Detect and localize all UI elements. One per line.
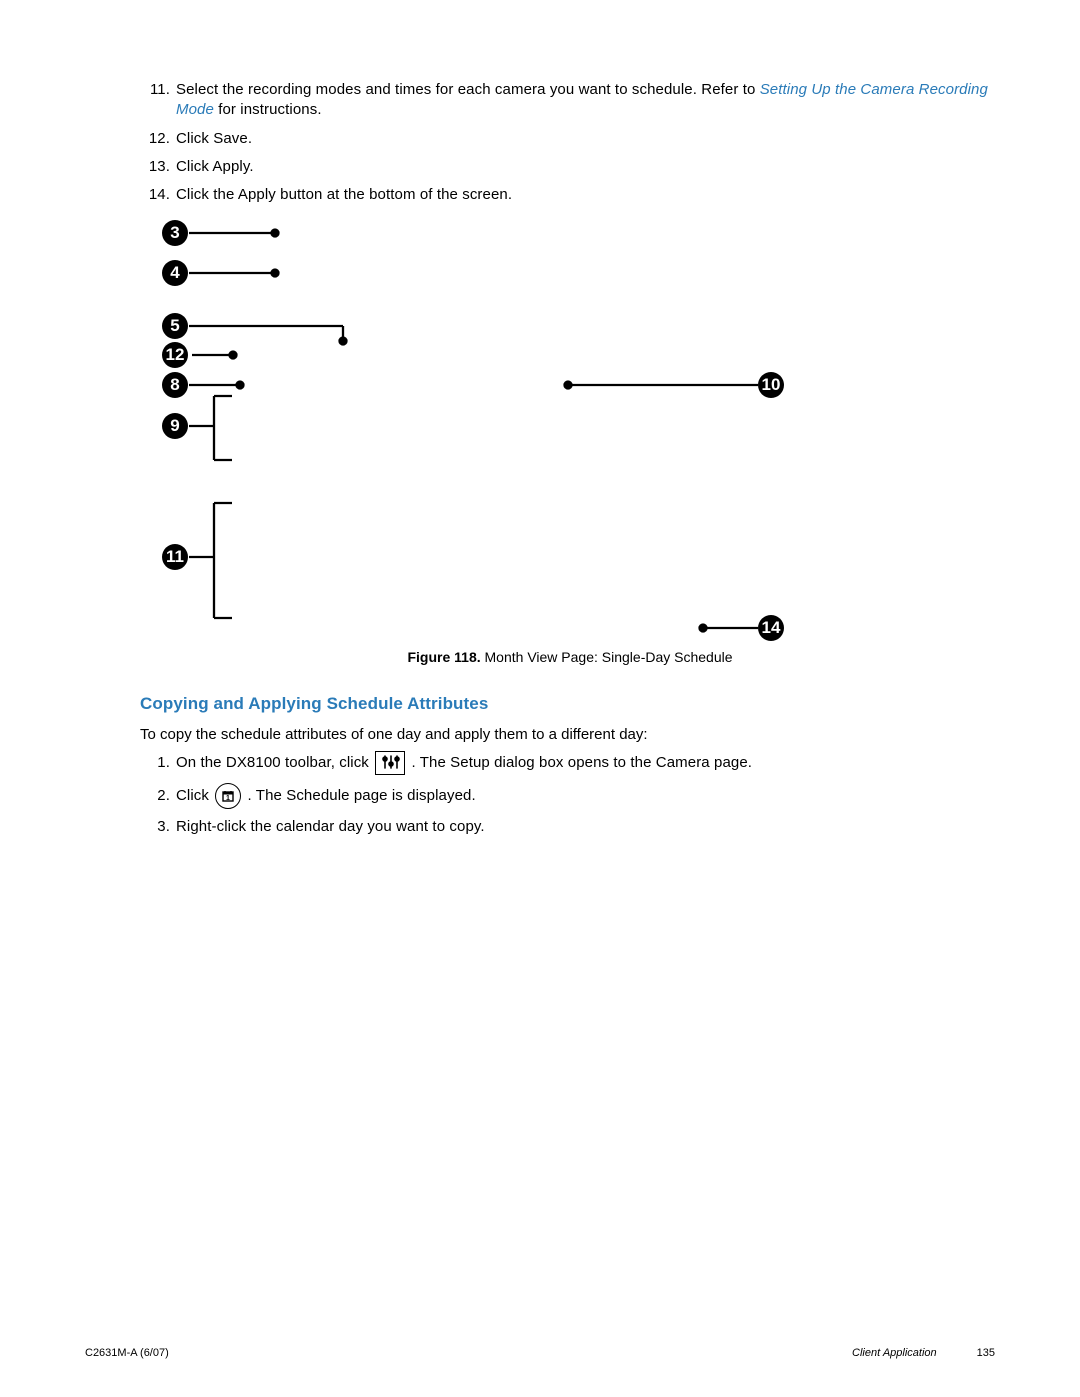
text-segment: On the DX8100 toolbar, click <box>176 754 373 771</box>
step-number: 3. <box>140 817 176 837</box>
figure-caption: Figure 118. Month View Page: Single-Day … <box>140 649 1000 665</box>
callout-14: 14 <box>758 615 784 641</box>
text-segment: Select the recording modes and times for… <box>176 81 760 98</box>
figure-label: Figure 118. <box>407 649 480 665</box>
footer-doc-id: C2631M-A (6/07) <box>85 1347 169 1359</box>
step-number: 14. <box>140 185 176 205</box>
step-text: On the DX8100 toolbar, click . The <box>176 751 1000 775</box>
callout-3: 3 <box>162 220 188 246</box>
tools-icon <box>375 751 405 775</box>
step-text: Right-click the calendar day you want to… <box>176 817 1000 837</box>
callout-lines-svg <box>140 210 1000 640</box>
text-segment: for instructions. <box>214 101 322 118</box>
figure-title: Month View Page: Single-Day Schedule <box>481 649 733 665</box>
intro-text: To copy the schedule attributes of one d… <box>140 726 648 743</box>
callout-5: 5 <box>162 313 188 339</box>
step-11: 11. Select the recording modes and times… <box>140 80 1000 121</box>
step-3: 3. Right-click the calendar day you want… <box>140 817 1000 837</box>
step-2: 2. Click 1 . The Schedule page is displa… <box>140 783 1000 809</box>
step-13: 13. Click Apply. <box>140 157 1000 177</box>
text-segment: . The Setup dialog box opens to the Came… <box>411 754 752 771</box>
page-footer: C2631M-A (6/07) Client Application 135 <box>85 1347 995 1359</box>
callout-9: 9 <box>162 413 188 439</box>
callout-11: 11 <box>162 544 188 570</box>
manual-page: 11. Select the recording modes and times… <box>0 0 1080 1397</box>
text-segment: Click <box>176 787 213 804</box>
step-text: Click the Apply button at the bottom of … <box>176 185 1000 205</box>
step-number: 11. <box>140 80 176 121</box>
step-text: Click Apply. <box>176 157 1000 177</box>
step-12: 12. Click Save. <box>140 129 1000 149</box>
figure-118: 3 4 5 12 8 9 11 10 14 Figure 118. Month … <box>140 210 1000 665</box>
step-text: Click Save. <box>176 129 1000 149</box>
footer-section: Client Application <box>852 1347 937 1359</box>
callout-4: 4 <box>162 260 188 286</box>
callout-8: 8 <box>162 372 188 398</box>
footer-page-number: 135 <box>977 1347 995 1359</box>
step-14: 14. Click the Apply button at the bottom… <box>140 185 1000 205</box>
step-number: 1. <box>140 753 176 773</box>
step-number: 2. <box>140 786 176 806</box>
step-number: 13. <box>140 157 176 177</box>
step-text: Click 1 . The Schedule page is displayed… <box>176 783 1000 809</box>
steps-top: 11. Select the recording modes and times… <box>140 80 1000 213</box>
callout-12: 12 <box>162 342 188 368</box>
footer-right: Client Application 135 <box>852 1347 995 1359</box>
step-text: Select the recording modes and times for… <box>176 80 1000 121</box>
text-segment: . The Schedule page is displayed. <box>248 787 476 804</box>
calendar-icon: 1 <box>215 783 241 809</box>
step-1: 1. On the DX8100 toolbar, click <box>140 751 1000 775</box>
subheading-copying: Copying and Applying Schedule Attributes <box>140 694 488 714</box>
callout-10: 10 <box>758 372 784 398</box>
svg-text:1: 1 <box>226 795 230 802</box>
steps-bottom: 1. On the DX8100 toolbar, click <box>140 751 1000 845</box>
step-number: 12. <box>140 129 176 149</box>
